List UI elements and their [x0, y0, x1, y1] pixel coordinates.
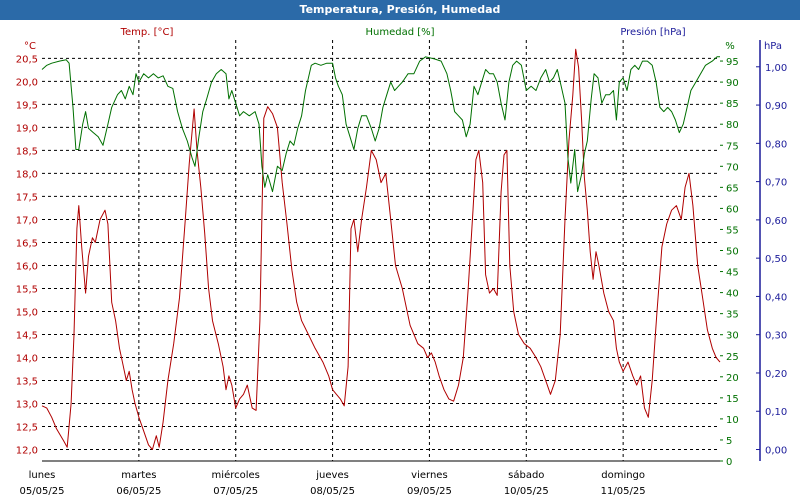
humidity-tick-label: 45 — [726, 268, 739, 279]
temperature-tick-label: 12,5 — [16, 422, 38, 433]
humidity-tick-label: 20 — [726, 373, 739, 384]
tick-labels: 12,0 12,5 13,0 13,5 14,0 14,5 15,0 15,5 16,0 16,5… — [16, 54, 788, 468]
x-day-label: lunes — [29, 470, 56, 481]
x-date-label: 09/05/25 — [407, 486, 452, 497]
humidity-tick-label: 10 — [726, 415, 739, 426]
humidity-tick-label: 85 — [726, 99, 739, 110]
x-date-label: 08/05/25 — [310, 486, 355, 497]
humidity-tick-label: 25 — [726, 352, 739, 363]
data-series — [41, 48, 721, 450]
humidity-axis-label: Humedad [%] — [365, 27, 434, 38]
humidity-tick-label: 95 — [726, 57, 739, 68]
pressure-tick-label: 0,00 — [765, 446, 787, 457]
axis-titles: Temp. [°C] Humedad [%] Presión [hPa] °C … — [24, 26, 782, 52]
x-day-label: sábado — [508, 469, 544, 481]
temperature-tick-label: 18,0 — [16, 169, 38, 180]
pressure-tick-label: 0,10 — [765, 407, 787, 418]
humidity-tick-label: 90 — [726, 78, 739, 89]
pressure-tick-label: 0,70 — [765, 178, 787, 189]
pressure-tick-label: 0,80 — [765, 139, 787, 150]
humidity-tick-label: 30 — [726, 331, 739, 342]
temperature-tick-label: 17,5 — [16, 192, 38, 203]
humidity-series-line — [41, 56, 720, 193]
x-date-label: 11/05/25 — [601, 486, 646, 497]
humidity-tick-label: 15 — [726, 394, 739, 405]
pressure-tick-label: 0,90 — [765, 101, 787, 112]
temperature-tick-label: 13,0 — [16, 399, 38, 410]
pressure-axis-label: Presión [hPa] — [620, 26, 685, 38]
temperature-tick-label: 14,5 — [16, 330, 38, 341]
temperature-tick-label: 12,0 — [16, 445, 38, 456]
chart-canvas: Temp. [°C] Humedad [%] Presión [hPa] °C … — [16, 26, 788, 497]
temperature-tick-label: 15,5 — [16, 284, 38, 295]
temperature-tick-label: 17,0 — [16, 215, 38, 226]
x-day-label: martes — [121, 470, 156, 481]
temperature-unit-label: °C — [24, 41, 36, 52]
x-day-label: jueves — [315, 470, 349, 481]
humidity-tick-label: 70 — [726, 162, 739, 173]
humidity-tick-label: 65 — [726, 183, 739, 194]
temperature-series-line — [41, 48, 721, 450]
temperature-tick-label: 20,0 — [16, 77, 38, 88]
temperature-tick-label: 19,0 — [16, 123, 38, 134]
x-day-label: miércoles — [212, 469, 260, 481]
humidity-tick-label: 60 — [726, 204, 739, 215]
grid — [42, 40, 720, 461]
axes — [42, 40, 761, 462]
x-date-label: 05/05/25 — [20, 486, 65, 497]
x-date-label: 07/05/25 — [213, 486, 258, 497]
temperature-tick-label: 20,5 — [16, 54, 38, 65]
pressure-tick-label: 0,40 — [765, 292, 787, 303]
pressure-tick-label: 0,60 — [765, 216, 787, 227]
x-axis-labels: lunes 05/05/25 martes 06/05/25 miércoles 07/0… — [20, 469, 646, 497]
humidity-tick-label: 50 — [726, 247, 739, 258]
x-date-label: 10/05/25 — [504, 486, 549, 497]
humidity-tick-label: 75 — [726, 141, 739, 152]
humidity-tick-label: 40 — [726, 289, 739, 300]
temperature-tick-label: 14,0 — [16, 353, 38, 364]
humidity-tick-label: 0 — [726, 457, 732, 468]
x-day-label: domingo — [601, 470, 645, 481]
temperature-tick-label: 19,5 — [16, 100, 38, 111]
pressure-tick-label: 0,50 — [765, 254, 787, 265]
humidity-tick-label: 55 — [726, 225, 739, 236]
pressure-tick-label: 0,20 — [765, 369, 787, 380]
humidity-tick-label: 5 — [726, 436, 732, 447]
humidity-unit-label: % — [725, 41, 735, 52]
pressure-tick-label: 0,30 — [765, 331, 787, 342]
x-date-label: 06/05/25 — [116, 486, 161, 497]
humidity-tick-label: 80 — [726, 120, 739, 131]
window-title: Temperatura, Presión, Humedad — [0, 0, 800, 20]
pressure-unit-label: hPa — [764, 41, 782, 52]
temperature-tick-label: 15,0 — [16, 307, 38, 318]
x-day-label: viernes — [411, 470, 447, 481]
temperature-tick-label: 16,5 — [16, 238, 38, 249]
temperature-axis-label: Temp. [°C] — [120, 27, 174, 38]
temperature-tick-label: 16,0 — [16, 261, 38, 272]
temperature-tick-label: 13,5 — [16, 376, 38, 387]
humidity-tick-label: 35 — [726, 310, 739, 321]
pressure-tick-label: 1,00 — [765, 63, 787, 74]
temperature-tick-label: 18,5 — [16, 146, 38, 157]
